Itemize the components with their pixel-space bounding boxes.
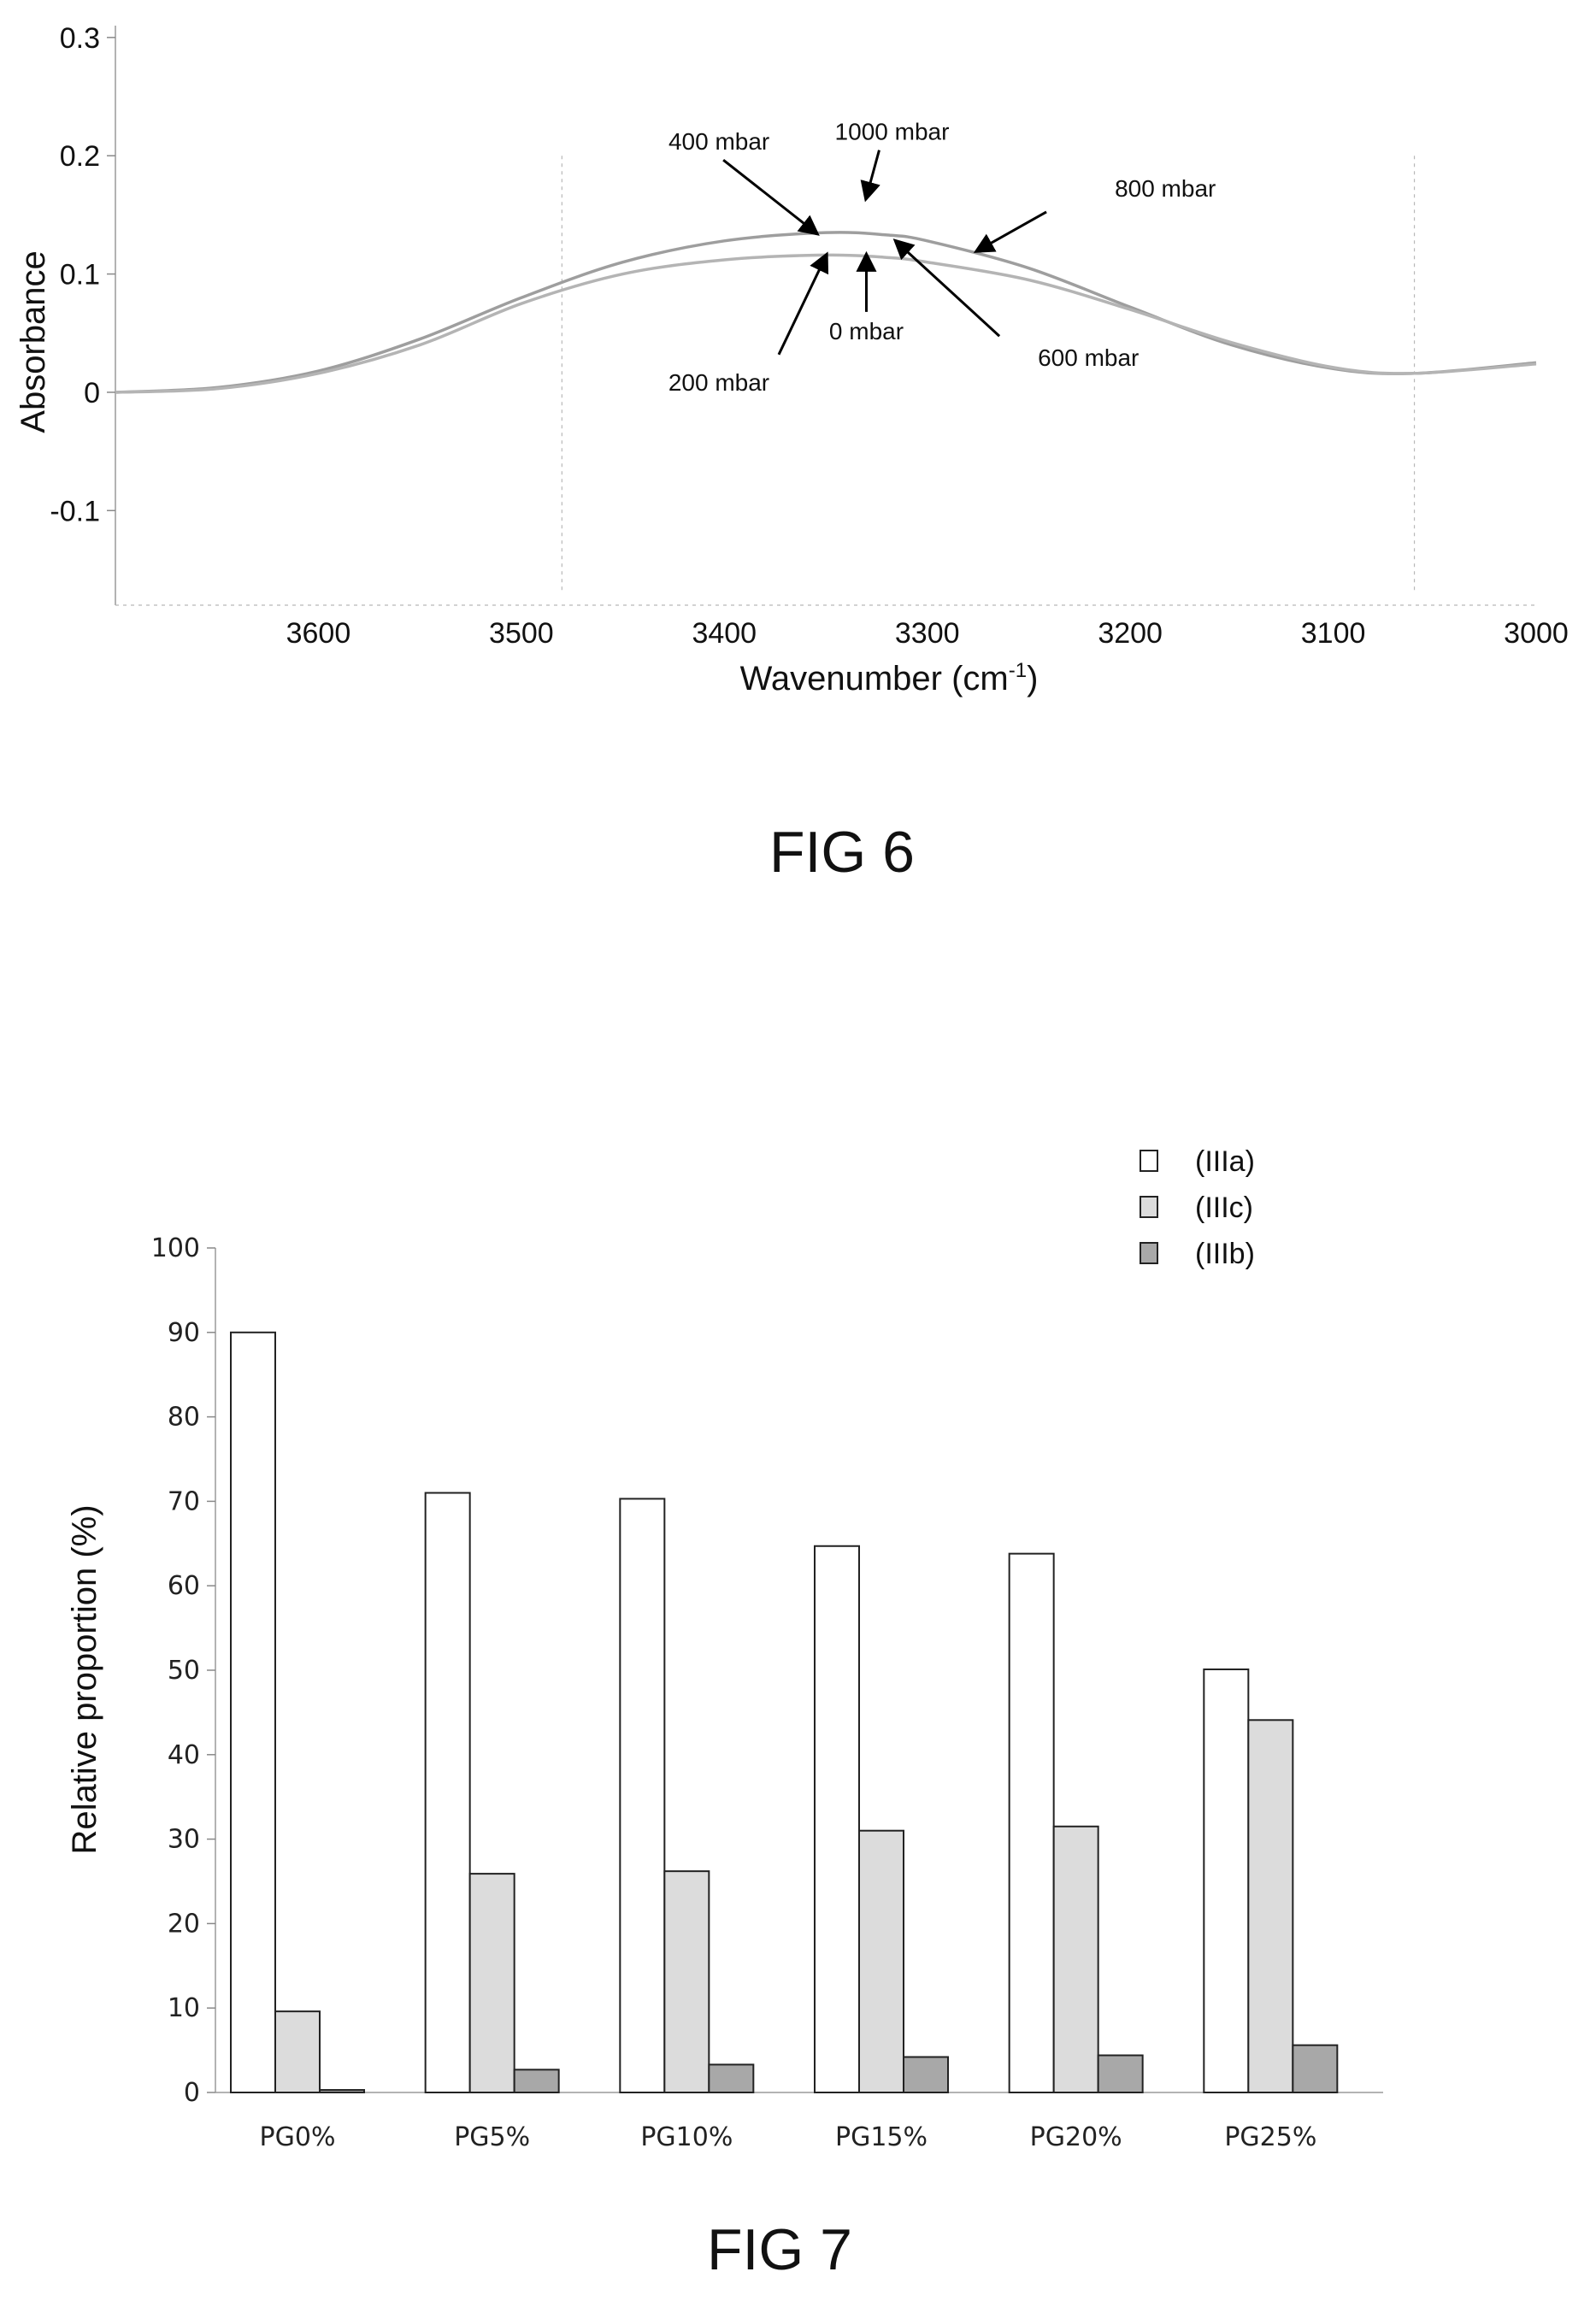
- fig7-legend-swatch: [1140, 1150, 1158, 1172]
- fig7-bar: [858, 1829, 904, 2093]
- fig6-annotation-label: 0 mbar: [829, 318, 904, 344]
- fig6-annotation-label: 400 mbar: [668, 128, 769, 155]
- fig6-annotation-arrow: [860, 150, 880, 203]
- fig7-bar: [663, 1870, 710, 2094]
- fig7-y-tick-label: 10: [168, 1993, 200, 2023]
- fig7-legend-label: (IIIc): [1195, 1192, 1253, 1224]
- fig6-annotation-arrow: [777, 251, 829, 356]
- fig6-x-tick-label: 3200: [1098, 617, 1163, 650]
- fig7-bar: [619, 1498, 666, 2094]
- fig7-bars: [230, 1331, 1339, 2094]
- fig6-caption: FIG 6: [769, 820, 915, 885]
- fig6-xlabel-main: Wavenumber (cm: [740, 660, 1009, 697]
- fig6-annotation-label: 800 mbar: [1115, 175, 1216, 202]
- fig7-y-tick-label: 80: [168, 1403, 200, 1433]
- fig7-x-tick-label: PG20%: [1030, 2122, 1122, 2152]
- fig6-annotation-arrow: [722, 158, 820, 236]
- fig6-x-tick-label: 3300: [895, 617, 960, 650]
- fig7-y-tick-label: 20: [168, 1909, 200, 1939]
- fig7-bar: [903, 2056, 949, 2093]
- fig6-x-tick-label: 3400: [692, 617, 757, 650]
- fig6-y-tick-label: -0.1: [50, 495, 100, 527]
- fig7-x-tick-label: PG15%: [835, 2122, 928, 2152]
- fig7-legend-swatch: [1140, 1242, 1158, 1264]
- fig7-y-tick-label: 70: [168, 1486, 200, 1516]
- fig6-ylabel: Absorbance: [15, 250, 52, 433]
- fig6-x-tick-label: 3100: [1301, 617, 1366, 650]
- fig7-bar: [230, 1331, 276, 2094]
- fig7-ylabel: Relative proportion (%): [66, 1504, 103, 1854]
- fig7-bar: [1292, 2044, 1339, 2094]
- fig7-bar: [319, 2089, 365, 2093]
- fig6-xlabel: Wavenumber (cm-1): [740, 659, 1039, 697]
- fig6-tick-labels: 0.3 0.2 0.1 0 -0.1 3600 3500 3400 3300 3200 3100 30…: [50, 22, 1568, 650]
- fig6-x-tick-label: 3500: [489, 617, 554, 650]
- fig7-x-tick-label: PG10%: [640, 2122, 733, 2152]
- fig7-bar: [708, 2063, 755, 2093]
- fig7-tick-labels: 0 10 20 30 40 50 60 70 80 90 100 PG0% PG5% PG10% PG15%…: [151, 1233, 1317, 2152]
- fig6-y-tick-label: 0.2: [60, 140, 100, 173]
- fig6-annotation-arrow: [892, 238, 1001, 338]
- fig7-y-tick-label: 30: [168, 1825, 200, 1855]
- fig7-bar: [1203, 1669, 1250, 2093]
- fig6-annotation-label: 600 mbar: [1038, 344, 1139, 371]
- fig7-axes: [207, 1247, 1383, 2093]
- fig7-y-tick-label: 60: [168, 1571, 200, 1601]
- fig7-bar: [1052, 1825, 1099, 2094]
- fig6-annotations: 400 mbar 1000 mbar 800 mbar 200 mbar 0 mbar 6…: [668, 119, 1216, 396]
- fig7-bar: [1247, 1719, 1294, 2093]
- fig7-caption: FIG 7: [707, 2217, 852, 2282]
- fig6-annotation-label: 200 mbar: [668, 369, 769, 396]
- fig7-x-tick-label: PG5%: [454, 2122, 530, 2152]
- fig6-x-tick-label: 3000: [1504, 617, 1569, 650]
- fig7-x-tick-label: PG0%: [260, 2122, 336, 2152]
- fig6-series: [115, 231, 1537, 394]
- fig7-bar: [1097, 2054, 1144, 2094]
- fig6-annotation-label: 1000 mbar: [835, 119, 950, 145]
- fig7-bar: [814, 1545, 860, 2094]
- fig7-bar: [468, 1873, 515, 2093]
- fig7-bar: [1008, 1552, 1055, 2093]
- fig6-y-tick-label: 0: [84, 377, 100, 409]
- fig6-x-tick-label: 3600: [286, 617, 351, 650]
- fig6-xlabel-sup: -1: [1009, 659, 1027, 682]
- fig7-y-tick-label: 50: [168, 1656, 200, 1686]
- fig6-y-tick-label: 0.3: [60, 22, 100, 55]
- fig7-bar: [274, 2010, 321, 2094]
- fig6-annotation-arrow: [973, 210, 1047, 253]
- fig7-y-tick-label: 100: [151, 1233, 200, 1263]
- fig6-series-line: [115, 253, 1537, 394]
- fig6-chart: 0.3 0.2 0.1 0 -0.1 3600 3500 3400 3300 3200 3100 30…: [15, 22, 1569, 885]
- fig7-legend-swatch: [1140, 1196, 1158, 1218]
- fig7-legend-label: (IIIa): [1195, 1145, 1255, 1178]
- fig7-y-tick-label: 40: [168, 1740, 200, 1770]
- fig7-legend: (IIIa) (IIIc) (IIIb): [1140, 1145, 1255, 1270]
- fig6-series-line: [115, 231, 1537, 394]
- fig6-y-tick-label: 0.1: [60, 259, 100, 291]
- fig7-x-tick-label: PG25%: [1224, 2122, 1316, 2152]
- fig7-legend-label: (IIIb): [1195, 1238, 1255, 1270]
- fig6-xlabel-close: ): [1027, 660, 1038, 697]
- fig7-bar: [513, 2069, 560, 2093]
- fig7-y-tick-label: 0: [184, 2078, 200, 2108]
- fig7-bar: [424, 1492, 471, 2093]
- fig6-axes: [107, 26, 1536, 606]
- fig7-y-tick-label: 90: [168, 1318, 200, 1348]
